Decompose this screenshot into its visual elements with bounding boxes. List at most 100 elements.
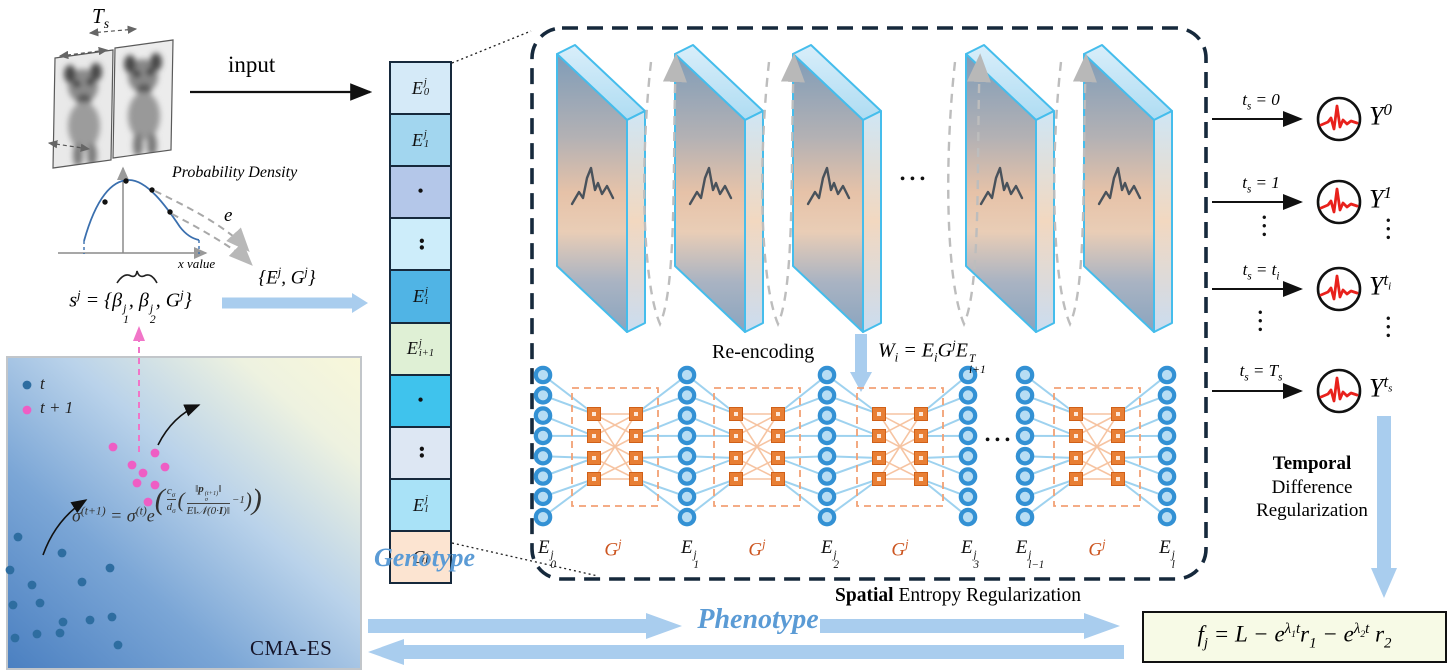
slab-ellipsis: ••• [900,172,930,187]
edge-blue [920,394,969,415]
edge-blue [920,478,969,498]
g-node-core [1074,456,1078,460]
cmaes-label: CMA-ES [250,636,333,660]
waveform-glyph [688,166,733,206]
phenotype-panel-border [530,26,1208,581]
edge-orange [735,435,779,459]
height-extent-arrow [47,140,91,152]
layer-label-g: Gj [748,537,766,561]
g-node-core [919,477,923,481]
g-node [1069,451,1083,465]
genotype-cell: • [389,373,452,429]
edge-blue [686,455,737,459]
network-node [1015,487,1035,507]
spike-waveform [1319,104,1359,131]
network-node [958,446,978,466]
g-node [629,407,643,421]
edge-blue [1024,478,1077,498]
g-node-core [1116,477,1120,481]
edge-blue [826,478,880,518]
feature-slab-top [674,44,764,121]
phenotype-label: Phenotype [697,604,819,635]
feature-slab-front [965,53,1037,333]
edge-blue [920,414,969,437]
g-node [1069,472,1083,486]
waveform-glyph [806,166,851,206]
edge-blue [635,457,688,478]
g-node-core [634,456,638,460]
edge-blue [920,478,969,518]
network-node [958,487,978,507]
network-node [1157,385,1177,405]
genotype-cell: •• [389,217,452,272]
network-node [1157,406,1177,425]
edge-blue [777,455,828,459]
edge-blue [1024,478,1077,518]
feature-slab-front [1083,53,1155,333]
network-node [677,487,697,507]
edge-blue [1024,394,1077,415]
network-node [533,385,553,405]
edge-blue [635,414,688,437]
network-node [1015,507,1035,527]
temporal-line3: Regularization [1256,500,1368,522]
edge-orange [878,413,922,437]
input-label: input [228,52,276,77]
g-matrix-box [713,387,801,507]
output-signal-circle [1316,96,1362,142]
sample-arrow-1 [154,190,250,252]
g-node [729,472,743,486]
edge-blue [777,414,828,437]
edge-orange [1075,457,1119,480]
edge-blue [635,478,688,518]
edge-orange [878,413,922,437]
network-node [533,446,553,466]
g-node-core [776,434,780,438]
output-dots: ••• [1381,316,1396,342]
edge-orange [593,413,637,480]
feature-slab-top [1083,44,1173,121]
network-node [817,487,837,507]
edge-orange [1075,413,1119,480]
g-node [771,407,785,421]
cmaes-update-arrowhead [133,326,145,341]
edge-blue [1117,374,1168,415]
feature-slab-front [792,53,864,333]
edge-blue [826,457,880,478]
genotype-label: Genotype [374,543,476,572]
g-node-core [592,434,596,438]
edge-orange [878,435,922,459]
edge-blue [686,414,737,437]
network-node [817,426,837,446]
g-node-core [592,412,596,416]
g-node [1111,451,1125,465]
g-matrix-box [856,387,944,507]
g-node [914,407,928,421]
frame-2 [112,39,174,159]
edge-blue [826,374,880,415]
g-node [771,472,785,486]
genotype-input-arrow [222,293,368,313]
edge-blue [826,455,880,459]
spike-waveform [1319,187,1359,214]
edge-orange [878,413,922,480]
g-node-core [877,412,881,416]
edge-blue [826,394,880,415]
y0-label: Y0 [1369,100,1392,131]
reencoding-arrow [850,334,872,392]
network-node [1015,365,1035,385]
edge-orange [593,435,637,459]
network-node [1015,467,1035,486]
output-signal-circle [1316,368,1362,414]
g-node [1069,429,1083,443]
feature-slab-front [556,53,628,333]
g-node-core [1116,412,1120,416]
network-node [533,467,553,486]
g-node-core [776,412,780,416]
output-dots: ••• [1381,218,1396,244]
edge-orange [878,435,922,459]
waveform-glyph [1097,166,1142,206]
